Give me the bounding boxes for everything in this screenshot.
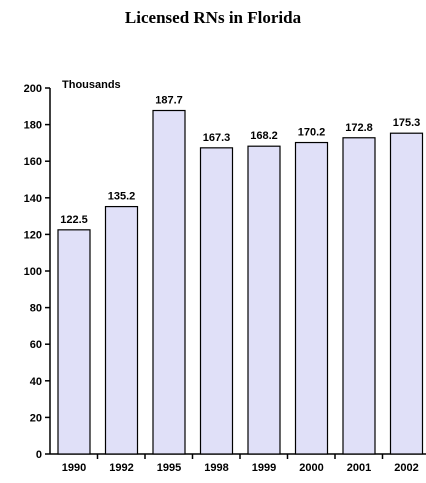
x-tick-label-1992: 1992 — [109, 462, 133, 474]
data-label-1995: 187.7 — [155, 95, 183, 107]
y-tick-label-180: 180 — [24, 120, 42, 132]
bar-1999 — [247, 145, 281, 455]
y-tick-label-0: 0 — [36, 449, 42, 461]
y-tick-label-160: 160 — [24, 156, 42, 168]
y-tick-label-120: 120 — [24, 229, 42, 241]
y-tick-label-40: 40 — [30, 376, 42, 388]
bar-1990 — [57, 229, 91, 455]
bar-1992 — [104, 205, 139, 455]
chart-title: Licensed RNs in Florida — [124, 8, 302, 27]
y-tick-label-20: 20 — [30, 412, 42, 424]
unit-label: Thousands — [62, 79, 121, 91]
data-label-1990: 122.5 — [60, 214, 88, 226]
x-tick-label-2001: 2001 — [347, 462, 371, 474]
y-tick-label-200: 200 — [24, 83, 42, 95]
data-label-2002: 175.3 — [393, 117, 421, 129]
x-tick-label-2002: 2002 — [394, 462, 418, 474]
bar-2002 — [389, 132, 424, 455]
bar-2000 — [294, 141, 329, 455]
bars — [57, 109, 424, 455]
x-tick-label-1999: 1999 — [252, 462, 276, 474]
bar-1998 — [199, 147, 234, 455]
data-label-2001: 172.8 — [345, 122, 373, 134]
data-label-1999: 168.2 — [250, 130, 278, 142]
bar-1995 — [152, 109, 186, 455]
data-label-1998: 167.3 — [203, 132, 231, 144]
x-tick-label-1995: 1995 — [157, 462, 181, 474]
axes: 0 20 40 60 80 100 120 140 160 180 200 — [24, 83, 426, 461]
y-tick-label-80: 80 — [30, 303, 42, 315]
x-tick-label-2000: 2000 — [299, 462, 323, 474]
data-label-1992: 135.2 — [108, 191, 136, 203]
bar-2001 — [342, 137, 376, 455]
y-tick-label-60: 60 — [30, 339, 42, 351]
data-label-2000: 170.2 — [298, 127, 326, 139]
x-tick-label-1998: 1998 — [204, 462, 228, 474]
data-labels: 1990 122.5 1992 135.2 1995 187.7 1998 167.3 1999… — [60, 95, 420, 474]
y-tick-label-100: 100 — [24, 266, 42, 278]
x-tick-label-1990: 1990 — [62, 462, 86, 474]
y-tick-label-140: 140 — [24, 193, 42, 205]
